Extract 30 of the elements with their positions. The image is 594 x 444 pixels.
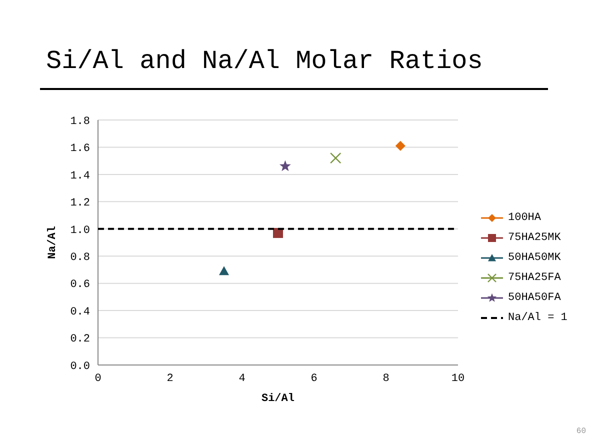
y-tick-label: 1.0	[70, 224, 90, 237]
y-tick-label: 1.4	[70, 170, 90, 182]
point	[219, 266, 229, 276]
x-tick-label: 8	[382, 372, 390, 385]
legend-label: 50HA50FA	[508, 291, 561, 306]
x-tick-label: 6	[310, 372, 318, 385]
y-tick-label: 0.4	[70, 306, 90, 318]
x-tick-label: 0	[94, 372, 102, 385]
x-tick-label: 4	[238, 372, 246, 385]
chart-title: Si/Al and Na/Al Molar Ratios	[46, 46, 483, 76]
y-tick-label: 0.2	[70, 334, 90, 346]
point	[279, 160, 291, 172]
y-tick-label: 1.6	[70, 143, 90, 156]
x-tick-label: 2	[166, 372, 174, 385]
y-tick-label: 0.0	[70, 360, 90, 373]
point	[395, 140, 406, 151]
y-tick-label: 0.8	[70, 252, 90, 264]
point	[330, 152, 342, 164]
x-tick-label: 10	[451, 372, 465, 385]
x-axis-title: Si/Al	[261, 393, 295, 405]
y-tick-label: 0.6	[70, 279, 90, 292]
legend-label: 100HA	[508, 211, 542, 226]
legend-label: 50HA50MK	[508, 251, 561, 266]
y-tick-label: 1.8	[70, 116, 90, 128]
legend-label: 75HA25MK	[508, 231, 561, 246]
legend-label: 75HA25FA	[508, 271, 561, 286]
legend-label: Na/Al = 1	[508, 311, 568, 326]
text: 60	[576, 427, 586, 436]
y-tick-label: 1.2	[70, 198, 90, 210]
y-axis-title: Na/Al	[46, 226, 59, 260]
